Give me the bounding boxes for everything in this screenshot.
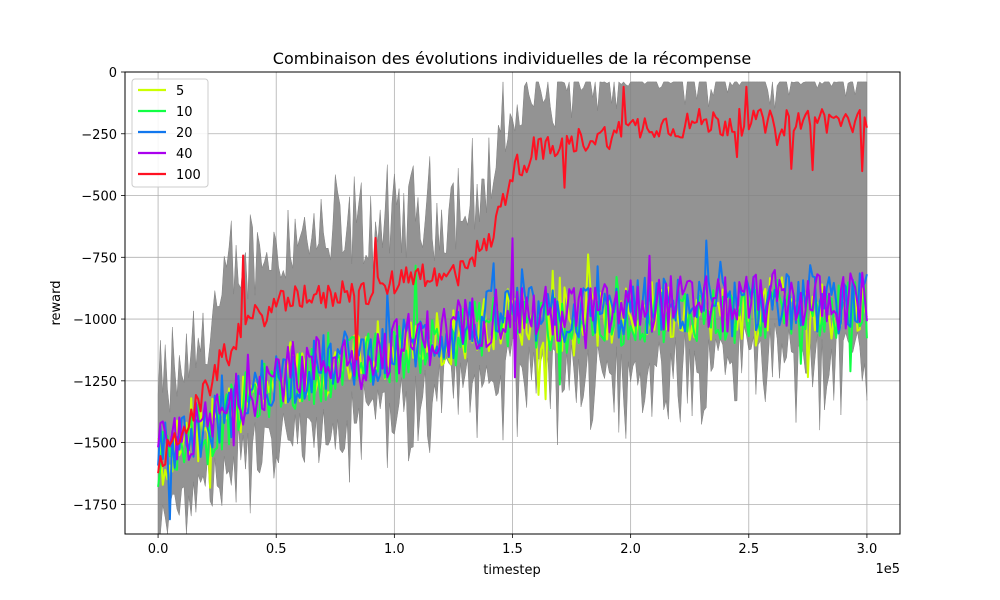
series-line-10 [157,264,868,488]
legend-label-20: 20 [176,126,193,141]
y-tick-label: −1250 [73,375,117,390]
x-tick-label: 1.5 [502,542,523,557]
y-axis-label: reward [49,280,64,325]
x-axis-offset-label: 1e5 [875,562,900,577]
legend-label-5: 5 [176,84,184,99]
x-tick-label: 3.0 [857,542,878,557]
legend: 5 10 20 40 100 [131,78,209,188]
legend-label-40: 40 [176,147,193,162]
y-axis-ticks: 0 −250 −500 −750 −1000 −1250 −1500 −1750 [73,66,125,513]
legend-label-100: 100 [176,168,201,183]
x-tick-label: 1.0 [384,542,405,557]
legend-label-10: 10 [176,105,193,120]
chart-title: Combinaison des évolutions individuelles… [273,49,751,68]
y-tick-label: −750 [81,251,117,266]
x-tick-label: 0.0 [148,542,169,557]
y-tick-label: −1500 [73,437,117,452]
x-tick-label: 0.5 [266,542,287,557]
series-line-100 [157,85,868,474]
y-tick-label: −500 [81,190,117,205]
x-axis-ticks: 0.0 0.5 1.0 1.5 2.0 2.5 3.0 [148,534,878,557]
y-tick-label: −250 [81,128,117,143]
y-tick-label: −1750 [73,498,117,513]
series-line-20 [157,239,868,521]
x-tick-label: 2.0 [620,542,641,557]
series-line-40 [157,237,868,461]
x-axis-label: timestep [483,563,541,578]
x-tick-label: 2.5 [738,542,759,557]
legend-frame [131,78,209,188]
y-tick-label: −1000 [73,313,117,328]
y-tick-label: 0 [109,66,117,81]
series-lines [157,85,868,521]
